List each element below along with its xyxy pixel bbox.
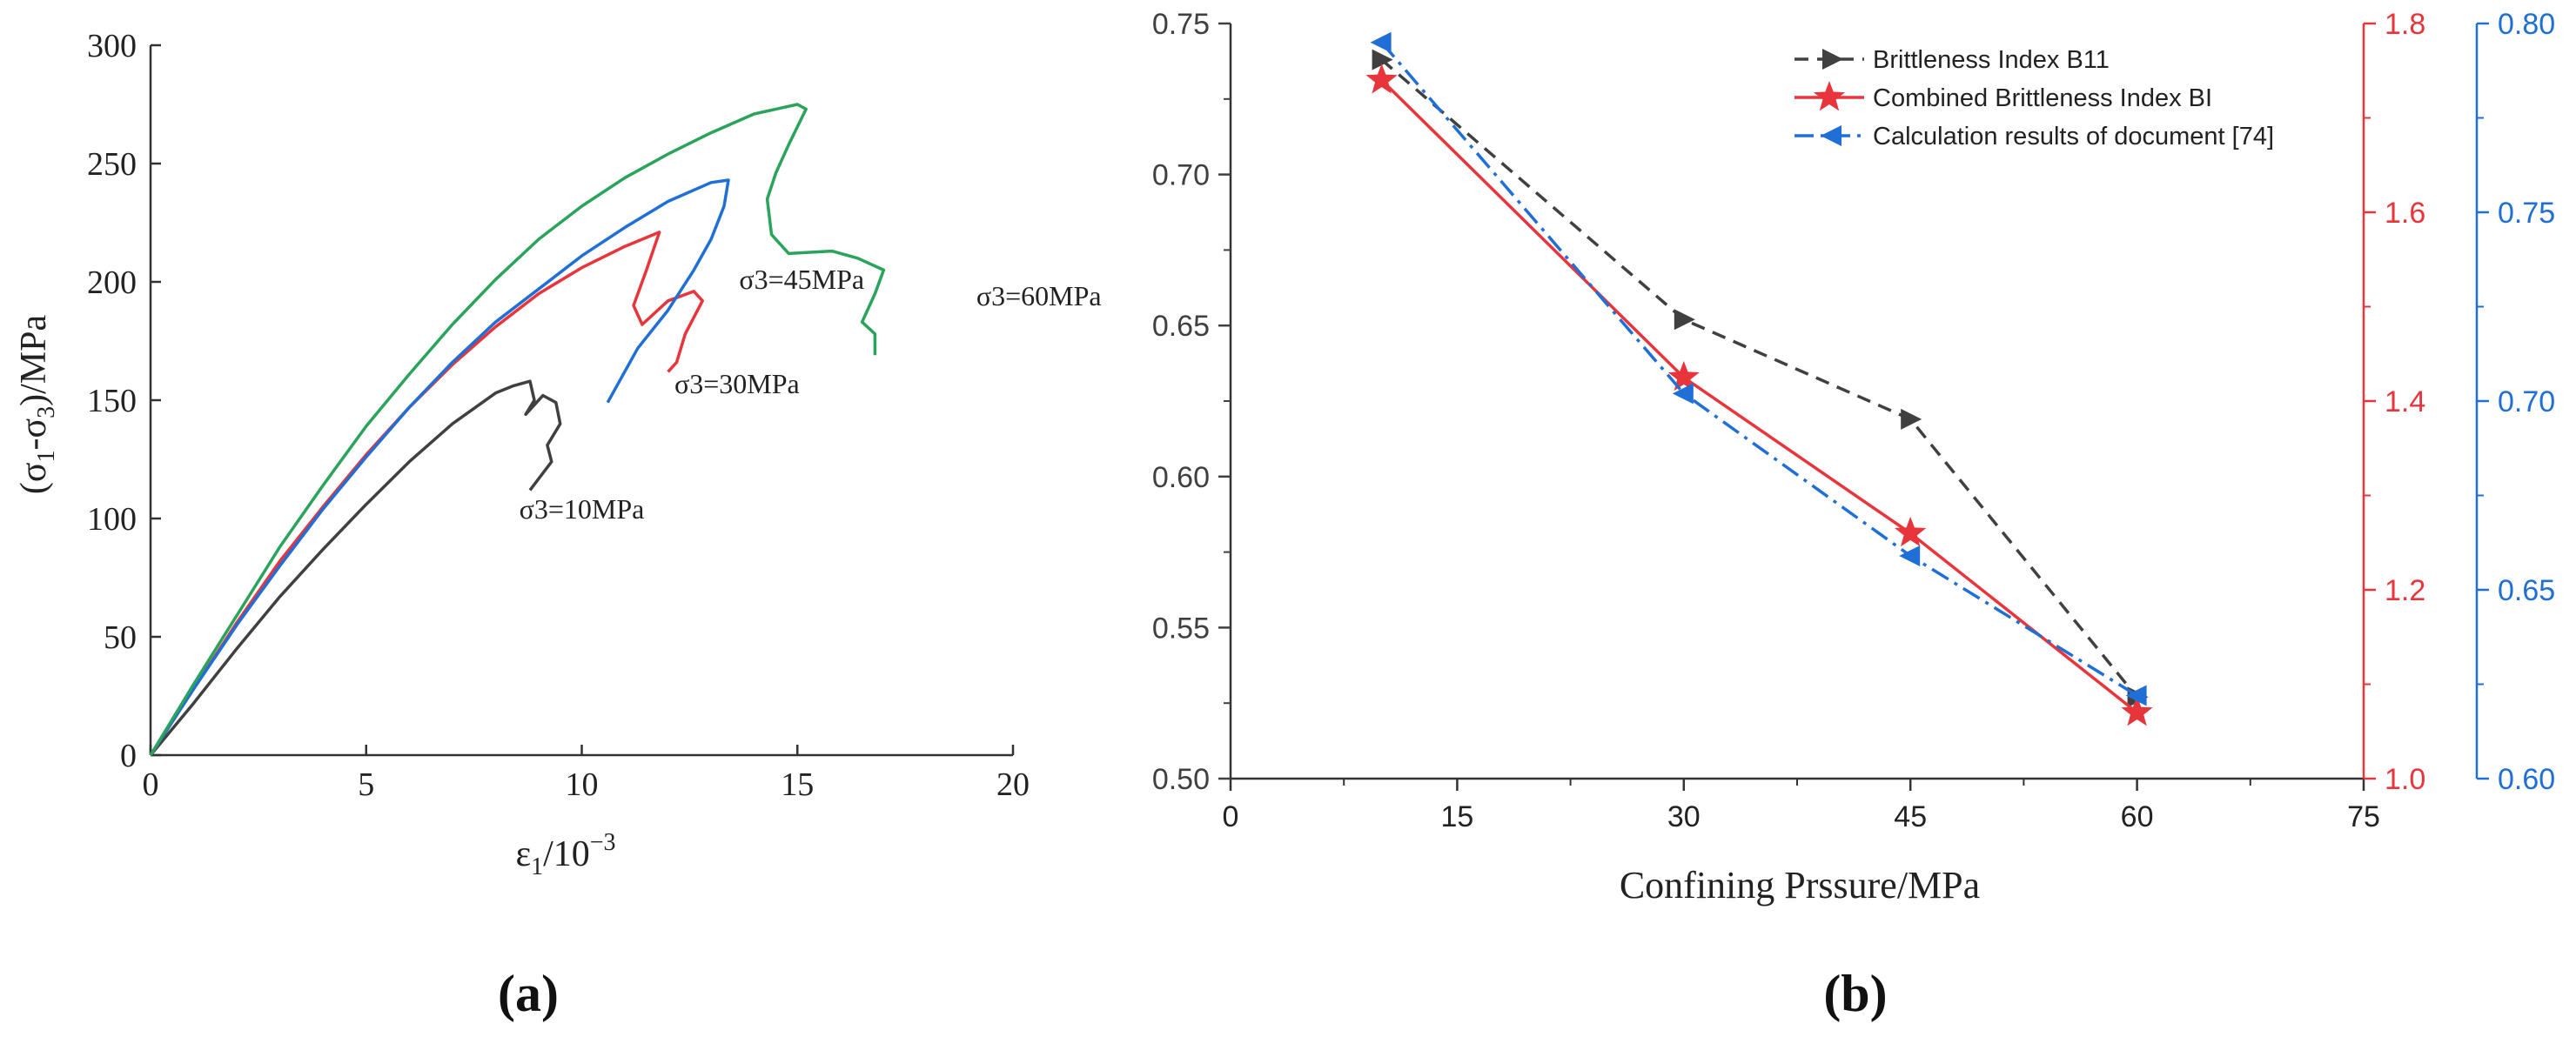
chart-a-series-line [149, 178, 730, 756]
chart-a-y-tick-label: 300 [87, 28, 137, 64]
chart-b: 0 15 30 45 60 75 0.50 0.55 0.60 0.65 0.70 0.75 1.0… [1152, 8, 2555, 1022]
chart-b-point [1667, 360, 1700, 391]
panel-b-label: (b) [1823, 965, 1887, 1022]
chart-b-point [2125, 685, 2147, 706]
chart-b-left-tick-label: 0.70 [1152, 159, 1210, 192]
chart-b-x-tick-label: 15 [1440, 800, 1473, 833]
chart-a-annotation: σ3=45MPa [739, 264, 864, 295]
legend-label-doc74: Calculation results of document [74] [1873, 123, 2274, 151]
legend-marker-star [1813, 81, 1846, 111]
chart-a-annotations: σ3=10MPa σ3=30MPa σ3=45MPa σ3=60MPa [520, 264, 1102, 525]
chart-b-right1-tick-label: 1.0 [2385, 763, 2425, 796]
chart-a-series-line [149, 103, 886, 756]
chart-b-point [1899, 545, 1921, 566]
chart-a-annotation: σ3=60MPa [976, 280, 1102, 311]
chart-a-x-label: ε1/10−3 [515, 829, 615, 880]
chart-b-point [1901, 408, 1922, 430]
chart-b-left-ticks: 0.50 0.55 0.60 0.65 0.70 0.75 [1152, 8, 1231, 796]
legend-label-b11: Brittleness Index B11 [1873, 46, 2110, 74]
chart-b-left-tick-label: 0.65 [1152, 310, 1210, 343]
chart-b-x-ticks: 0 15 30 45 60 75 [1223, 779, 2380, 833]
chart-b-x-tick-label: 60 [2121, 800, 2154, 833]
chart-a: 0 5 10 15 20 0 50 100 150 200 250 300 σ3=10MPa σ3=3… [14, 28, 1102, 1022]
chart-a-x-tick-label: 20 [996, 766, 1030, 803]
chart-a-y-ticks: 0 50 100 150 200 250 300 [87, 28, 161, 774]
chart-a-series-line [149, 379, 562, 757]
chart-a-series [149, 103, 886, 757]
chart-b-right1-tick-label: 1.4 [2385, 385, 2425, 418]
chart-a-annotation: σ3=30MPa [674, 368, 800, 399]
chart-b-x-tick-label: 0 [1223, 800, 1239, 833]
chart-b-right1-tick-label: 1.2 [2385, 574, 2425, 607]
legend-label-bi: Combined Brittleness Index BI [1873, 84, 2212, 112]
chart-a-x-tick-label: 0 [143, 766, 159, 803]
chart-a-y-tick-label: 250 [87, 146, 137, 183]
chart-b-point [1372, 49, 1393, 70]
chart-b-right1-ticks: 1.0 1.2 1.4 1.6 1.8 [2364, 8, 2425, 796]
chart-b-right2-tick-label: 0.75 [2498, 197, 2555, 230]
chart-b-x-tick-label: 75 [2347, 800, 2380, 833]
chart-b-right1-tick-label: 1.8 [2385, 8, 2425, 41]
chart-a-x-tick-label: 5 [358, 766, 374, 803]
chart-a-y-tick-label: 200 [87, 264, 137, 301]
chart-b-right1-tick-label: 1.6 [2385, 197, 2425, 230]
chart-b-series-line [1380, 78, 2138, 714]
chart-a-annotation: σ3=10MPa [520, 493, 645, 525]
chart-a-y-label: (σ1-σ3)/MPa [14, 315, 60, 495]
chart-b-right2-tick-label: 0.70 [2498, 385, 2555, 418]
chart-b-right2-tick-label: 0.60 [2498, 763, 2555, 796]
chart-b-point [1674, 309, 1695, 331]
chart-a-y-tick-label: 0 [120, 738, 137, 774]
chart-b-right2-ticks: 0.60 0.65 0.70 0.75 0.80 [2477, 8, 2555, 796]
chart-a-y-tick-label: 100 [87, 501, 137, 538]
panel-a-label: (a) [498, 965, 559, 1022]
chart-a-x-tick-label: 10 [566, 766, 599, 803]
chart-b-legend: Brittleness Index B11 Combined Brittlene… [1794, 46, 2274, 151]
chart-a-y-tick-label: 50 [104, 619, 137, 656]
chart-a-y-tick-label: 150 [87, 383, 137, 419]
chart-b-point [2121, 696, 2153, 726]
chart-a-x-tick-label: 15 [781, 766, 814, 803]
chart-b-series [1365, 31, 2153, 726]
chart-b-right2-tick-label: 0.65 [2498, 574, 2555, 607]
chart-b-point [1370, 31, 1392, 53]
chart-b-x-label: Confining Prssure/MPa [1620, 864, 1980, 907]
chart-b-point [1672, 383, 1694, 405]
chart-b-x-tick-label: 30 [1667, 800, 1701, 833]
chart-b-series-line [1380, 58, 2138, 699]
chart-a-x-ticks: 0 5 10 15 20 [143, 745, 1030, 803]
chart-b-series-line [1380, 41, 2138, 697]
chart-b-left-tick-label: 0.75 [1152, 8, 1210, 41]
chart-b-point [1895, 516, 1927, 547]
legend-marker-triangle-right [1822, 49, 1843, 70]
chart-a-series-line [149, 231, 704, 756]
chart-b-right2-tick-label: 0.80 [2498, 8, 2555, 41]
chart-b-left-tick-label: 0.55 [1152, 612, 1210, 645]
chart-b-left-tick-label: 0.60 [1152, 461, 1210, 494]
chart-b-x-tick-label: 45 [1894, 800, 1927, 833]
chart-b-left-tick-label: 0.50 [1152, 763, 1210, 796]
legend-marker-triangle-left [1821, 125, 1841, 146]
chart-b-point [1365, 64, 1398, 94]
